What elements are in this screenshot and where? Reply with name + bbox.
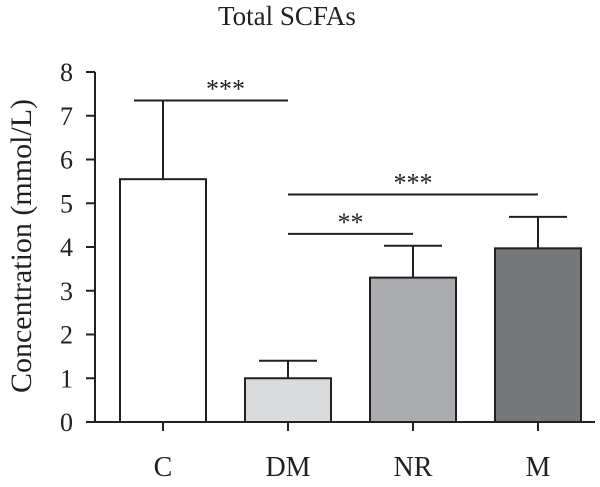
y-tick-label: 7 (60, 102, 73, 131)
y-tick-label: 3 (60, 277, 73, 306)
bar-dm (244, 377, 332, 423)
significance-label: *** (206, 74, 245, 103)
y-tick-label: 0 (60, 408, 73, 437)
bar-m (494, 247, 582, 423)
bar-c (119, 178, 207, 423)
y-tick-label: 1 (60, 364, 73, 393)
x-tick-label: NR (394, 452, 433, 483)
y-tick-label: 2 (60, 321, 73, 350)
y-tick-label: 8 (60, 58, 73, 87)
chart-title: Total SCFAs (218, 1, 356, 31)
significance-label: ** (338, 208, 364, 237)
y-tick-label: 6 (60, 146, 73, 175)
x-tick-label: DM (265, 452, 310, 483)
x-tick-label: C (154, 452, 173, 483)
y-axis-label: Concentration (mmol/L) (5, 99, 38, 393)
y-tick-label: 5 (60, 189, 73, 218)
significance-label: *** (394, 169, 433, 198)
x-tick-label: M (526, 452, 551, 483)
bar-nr (369, 276, 457, 423)
y-tick-label: 4 (60, 233, 73, 262)
